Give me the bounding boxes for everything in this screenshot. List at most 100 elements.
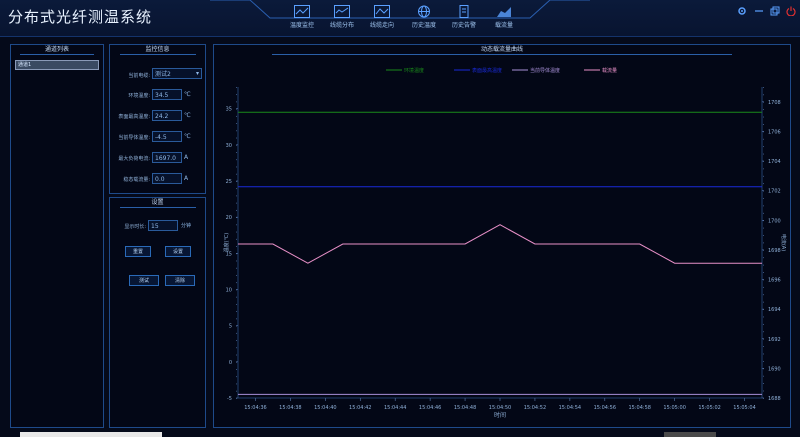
max-load-label: 最大负荷电流: xyxy=(118,156,150,162)
y-tick-label-right: 1702 xyxy=(768,189,781,195)
nav-cable-distribution[interactable]: 线缆分布 xyxy=(322,2,362,34)
channel-list-item[interactable]: 通道1 xyxy=(15,60,99,70)
y-minor-tick-left xyxy=(236,253,237,255)
set-button[interactable]: 设置 xyxy=(165,246,191,257)
chevron-down-icon: ▾ xyxy=(195,70,199,77)
y-minor-tick-right xyxy=(763,146,764,148)
y-minor-tick-right xyxy=(763,383,764,384)
y-minor-tick-left xyxy=(236,267,237,269)
y-minor-tick-right xyxy=(763,346,764,347)
y-tick-label-left: 30 xyxy=(226,143,232,149)
y-minor-tick-right xyxy=(763,183,764,185)
y-minor-tick-left xyxy=(236,332,237,334)
y-minor-tick-left xyxy=(236,202,237,204)
conductor-temp-value: -4.5 xyxy=(152,131,182,142)
clear-button[interactable]: 清除 xyxy=(165,275,195,286)
env-temp-label: 环境温度: xyxy=(128,93,150,99)
y-minor-tick-left xyxy=(236,181,237,182)
y-minor-tick-left xyxy=(236,390,237,392)
chart-icon xyxy=(294,5,310,18)
cable-select-value: 测试2 xyxy=(155,71,171,78)
y-minor-tick-left xyxy=(236,101,237,103)
nav-history-alarm[interactable]: 历史告警 xyxy=(444,2,484,34)
y-minor-tick-left xyxy=(236,275,237,276)
y-minor-tick-right xyxy=(763,390,764,392)
x-tick-label: 15:05:00 xyxy=(663,405,685,411)
y-minor-tick-left xyxy=(236,289,237,291)
y-minor-tick-left xyxy=(236,209,237,211)
minimize-icon[interactable] xyxy=(754,6,764,16)
y-minor-tick-left xyxy=(236,173,237,175)
y-minor-tick-right xyxy=(763,161,764,162)
y-minor-tick-left xyxy=(236,152,237,153)
settings-icon[interactable] xyxy=(737,6,747,16)
y-minor-tick-right xyxy=(763,220,764,222)
y-minor-tick-right xyxy=(763,316,764,318)
restore-icon[interactable] xyxy=(770,6,780,16)
conductor-temp-unit: ℃ xyxy=(184,133,191,140)
y-minor-tick-right xyxy=(763,272,764,273)
area-chart-icon xyxy=(497,7,511,17)
x-tick-label: 15:04:50 xyxy=(489,405,511,411)
y-tick-label-right: 1698 xyxy=(768,248,781,254)
y-tick-label-right: 1694 xyxy=(768,307,781,313)
header-decoration xyxy=(210,0,590,19)
nav-label: 温度监控 xyxy=(289,22,314,29)
ampacity-chart: 35 30 25 20 15 10 5 0 -5 1708 1706 1704 1702 1700 1698… xyxy=(223,67,787,419)
y-minor-tick-left xyxy=(236,369,237,370)
y-minor-tick-right xyxy=(763,294,764,296)
y-minor-tick-left xyxy=(236,166,237,168)
cable-select[interactable]: 测试2 ▾ xyxy=(152,68,202,79)
nav-label: 历史温度 xyxy=(411,22,436,29)
y-minor-tick-left xyxy=(236,137,237,139)
reset-button[interactable]: 重置 xyxy=(125,246,151,257)
interval-unit: 分钟 xyxy=(181,223,192,229)
y-tick-label-right: 1706 xyxy=(768,129,781,135)
y-minor-tick-left xyxy=(236,115,237,117)
x-tick-label: 15:04:42 xyxy=(349,405,371,411)
y-minor-tick-right xyxy=(763,138,764,140)
y-minor-tick-right xyxy=(763,338,764,340)
y-minor-tick-left xyxy=(236,144,237,146)
nav-label: 载流量 xyxy=(494,22,513,29)
y-minor-tick-right xyxy=(763,212,764,214)
env-temp-unit: ℃ xyxy=(184,91,191,98)
steady-ampacity-unit: A xyxy=(184,175,189,182)
surface-temp-label: 表面最高温度: xyxy=(118,114,150,120)
y-minor-tick-right xyxy=(763,242,764,244)
cable-label: 当前电缆: xyxy=(128,73,150,79)
y-minor-tick-right xyxy=(763,235,764,236)
y-tick-label-right: 1692 xyxy=(768,337,781,343)
document-icon xyxy=(459,5,469,18)
y-minor-tick-right xyxy=(763,198,764,199)
y-minor-tick-right xyxy=(763,131,764,133)
power-icon[interactable] xyxy=(786,6,796,16)
y-minor-tick-right xyxy=(763,360,764,362)
nav-temperature-monitor[interactable]: 温度监控 xyxy=(282,2,322,34)
y-minor-tick-right xyxy=(763,116,764,118)
y-minor-tick-right xyxy=(763,398,764,399)
y-tick-label-left: 10 xyxy=(226,288,232,294)
y-minor-tick-right xyxy=(763,279,764,281)
y-minor-tick-right xyxy=(763,190,764,192)
nav-cable-route[interactable]: 线缆走向 xyxy=(362,2,402,34)
y-tick-label-left: 35 xyxy=(226,107,232,113)
nav-history-temperature[interactable]: 历史温度 xyxy=(404,2,444,34)
x-tick-label: 15:05:02 xyxy=(698,405,720,411)
y-tick-label-left: 25 xyxy=(226,179,232,185)
nav-ampacity[interactable]: 载流量 xyxy=(484,2,524,34)
x-tick-label: 15:04:38 xyxy=(279,405,301,411)
chart-icon xyxy=(374,5,390,18)
interval-input[interactable]: 15 xyxy=(148,220,178,231)
steady-ampacity-label: 稳态载流量: xyxy=(123,177,150,183)
y-tick-label-left: -5 xyxy=(227,396,232,402)
y-minor-tick-right xyxy=(763,124,764,125)
nav-label: 历史告警 xyxy=(451,22,476,29)
x-tick-label: 15:04:54 xyxy=(559,405,581,411)
y-minor-tick-left xyxy=(236,246,237,247)
y-minor-tick-left xyxy=(236,188,237,190)
y-axis-label-left: 温度(℃) xyxy=(223,233,230,253)
y-minor-tick-left xyxy=(236,130,237,132)
test-button[interactable]: 测试 xyxy=(129,275,159,286)
globe-icon xyxy=(418,5,430,18)
